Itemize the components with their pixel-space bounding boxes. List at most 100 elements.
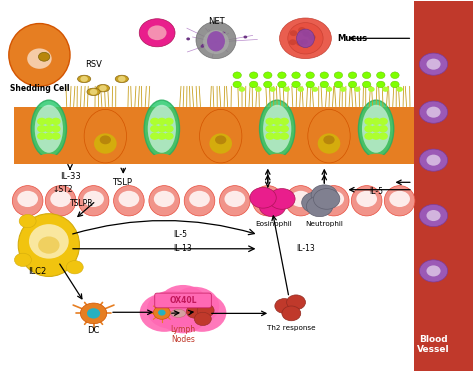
Circle shape bbox=[419, 101, 447, 123]
Circle shape bbox=[391, 81, 399, 88]
Circle shape bbox=[51, 132, 61, 140]
Ellipse shape bbox=[253, 186, 283, 216]
Circle shape bbox=[368, 87, 374, 92]
Ellipse shape bbox=[288, 23, 323, 54]
Circle shape bbox=[301, 39, 308, 45]
Ellipse shape bbox=[351, 186, 382, 216]
Circle shape bbox=[371, 118, 381, 125]
Circle shape bbox=[296, 40, 304, 46]
Text: TSLPR: TSLPR bbox=[70, 199, 93, 208]
Circle shape bbox=[87, 308, 100, 318]
Circle shape bbox=[147, 291, 196, 329]
Text: TSLP: TSLP bbox=[112, 178, 132, 187]
Circle shape bbox=[306, 72, 314, 78]
Circle shape bbox=[215, 135, 227, 144]
Circle shape bbox=[273, 132, 282, 140]
Circle shape bbox=[233, 81, 241, 88]
Ellipse shape bbox=[285, 186, 316, 216]
Circle shape bbox=[150, 132, 159, 140]
Circle shape bbox=[280, 125, 289, 132]
Text: Th2 response: Th2 response bbox=[267, 325, 316, 331]
Circle shape bbox=[164, 118, 173, 125]
Circle shape bbox=[391, 72, 399, 78]
Circle shape bbox=[150, 125, 159, 132]
Ellipse shape bbox=[38, 154, 59, 163]
Circle shape bbox=[249, 81, 258, 88]
Ellipse shape bbox=[196, 22, 236, 59]
Circle shape bbox=[99, 85, 107, 91]
Circle shape bbox=[303, 31, 310, 37]
Ellipse shape bbox=[184, 186, 215, 216]
Circle shape bbox=[265, 125, 275, 132]
Circle shape bbox=[189, 191, 210, 207]
Circle shape bbox=[269, 189, 295, 209]
Circle shape bbox=[157, 118, 166, 125]
Circle shape bbox=[302, 30, 310, 36]
Circle shape bbox=[365, 118, 374, 125]
Circle shape bbox=[334, 81, 343, 88]
Circle shape bbox=[289, 39, 296, 45]
Ellipse shape bbox=[31, 100, 66, 157]
Circle shape bbox=[158, 295, 208, 333]
Ellipse shape bbox=[46, 186, 76, 216]
Circle shape bbox=[158, 310, 165, 315]
Circle shape bbox=[427, 107, 441, 118]
Circle shape bbox=[265, 132, 275, 140]
Ellipse shape bbox=[266, 154, 288, 163]
Ellipse shape bbox=[18, 214, 80, 276]
Circle shape bbox=[44, 118, 54, 125]
Circle shape bbox=[157, 132, 166, 140]
Circle shape bbox=[419, 260, 447, 282]
Circle shape bbox=[363, 72, 371, 78]
Text: IL-13: IL-13 bbox=[296, 244, 315, 253]
Circle shape bbox=[287, 295, 305, 310]
Circle shape bbox=[308, 34, 316, 40]
Ellipse shape bbox=[35, 105, 63, 153]
Circle shape bbox=[280, 132, 289, 140]
Text: Lymph
Nodes: Lymph Nodes bbox=[171, 325, 196, 344]
Text: ILC2: ILC2 bbox=[28, 267, 46, 276]
Circle shape bbox=[320, 72, 328, 78]
Circle shape bbox=[382, 87, 389, 92]
Text: RSV: RSV bbox=[85, 60, 102, 69]
Bar bbox=[14, 107, 414, 164]
Circle shape bbox=[150, 118, 159, 125]
Circle shape bbox=[250, 187, 276, 208]
Circle shape bbox=[81, 303, 107, 324]
Ellipse shape bbox=[94, 134, 117, 154]
Circle shape bbox=[348, 81, 357, 88]
Text: OX40L: OX40L bbox=[169, 296, 197, 305]
Circle shape bbox=[264, 72, 272, 78]
Ellipse shape bbox=[27, 48, 52, 69]
Circle shape bbox=[348, 72, 357, 78]
Text: Mucus: Mucus bbox=[337, 34, 368, 43]
Circle shape bbox=[378, 118, 388, 125]
Circle shape bbox=[320, 81, 328, 88]
Circle shape bbox=[334, 72, 343, 78]
Circle shape bbox=[37, 125, 46, 132]
Circle shape bbox=[44, 132, 54, 140]
Circle shape bbox=[233, 72, 241, 78]
Circle shape bbox=[427, 265, 441, 276]
Circle shape bbox=[197, 304, 214, 317]
Ellipse shape bbox=[210, 134, 232, 154]
Circle shape bbox=[292, 72, 300, 78]
Circle shape bbox=[376, 72, 385, 78]
Ellipse shape bbox=[203, 30, 229, 54]
Circle shape bbox=[291, 191, 311, 207]
Circle shape bbox=[255, 87, 262, 92]
Circle shape bbox=[275, 299, 294, 313]
Circle shape bbox=[298, 87, 304, 92]
Text: NET: NET bbox=[208, 17, 224, 26]
Circle shape bbox=[139, 19, 175, 47]
Circle shape bbox=[363, 81, 371, 88]
Circle shape bbox=[257, 191, 278, 207]
Circle shape bbox=[313, 189, 340, 209]
Circle shape bbox=[44, 125, 54, 132]
Text: IL-13: IL-13 bbox=[173, 244, 192, 253]
Circle shape bbox=[194, 312, 211, 326]
Ellipse shape bbox=[263, 105, 292, 153]
Ellipse shape bbox=[148, 105, 176, 153]
Circle shape bbox=[389, 191, 410, 207]
Ellipse shape bbox=[87, 88, 100, 96]
